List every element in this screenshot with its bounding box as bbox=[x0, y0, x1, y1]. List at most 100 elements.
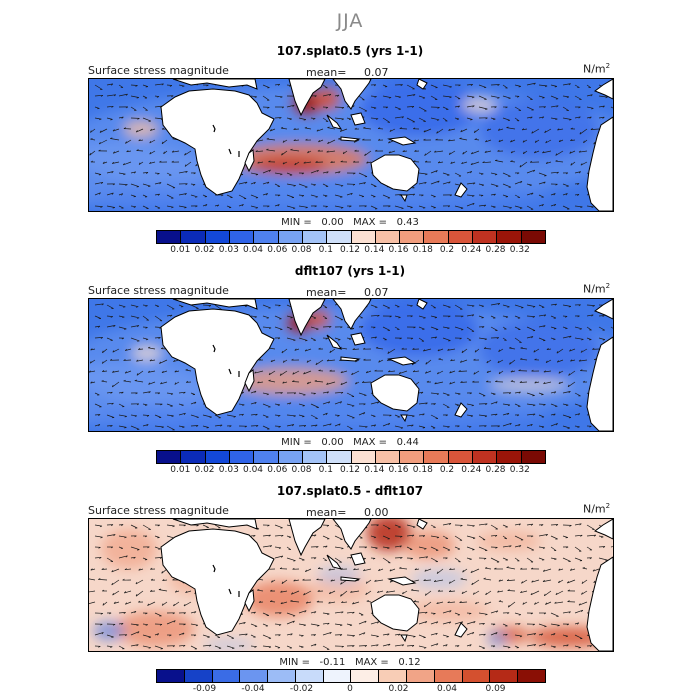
colorbar-tick-label: 0.03 bbox=[218, 465, 239, 475]
colorbar-tick-label: 0.02 bbox=[388, 684, 409, 694]
panel-1-colorbar bbox=[156, 230, 546, 244]
colorbar-swatch bbox=[518, 670, 545, 682]
panel-3-units: N/m2 bbox=[583, 502, 611, 516]
panel-3-mean-value: 0.00 bbox=[364, 506, 389, 519]
panel-2-colorbar-ticks: 0.01 0.02 0.03 0.04 0.06 0.08 0.1 0.12 0.14 0.16 0… bbox=[156, 465, 544, 477]
colorbar-tick-label: 0.01 bbox=[170, 465, 191, 475]
colorbar-swatch bbox=[473, 451, 498, 463]
colorbar-swatch bbox=[268, 670, 296, 682]
colorbar-swatch bbox=[497, 231, 522, 243]
colorbar-tick-label: 0.32 bbox=[509, 245, 530, 255]
colorbar-swatch bbox=[278, 231, 303, 243]
colorbar-swatch bbox=[521, 231, 545, 243]
colorbar-swatch bbox=[278, 451, 303, 463]
colorbar-tick-label: 0 bbox=[347, 684, 353, 694]
colorbar-swatch bbox=[379, 670, 408, 682]
colorbar-swatch bbox=[229, 451, 255, 463]
panel-1-title: 107.splat0.5 (yrs 1-1) bbox=[276, 44, 424, 58]
lake-outlines bbox=[212, 344, 240, 377]
land-masses bbox=[160, 519, 613, 651]
colorbar-tick-label: 0.24 bbox=[461, 465, 482, 475]
colorbar-swatch bbox=[327, 231, 352, 243]
panel-2-stats: MIN = 0.00 MAX = 0.44 bbox=[281, 437, 419, 448]
colorbar-swatch bbox=[184, 670, 213, 682]
colorbar-swatch bbox=[424, 451, 449, 463]
colorbar-tick-label: 0.16 bbox=[388, 465, 409, 475]
colorbar-tick-label: 0.12 bbox=[339, 245, 361, 255]
colorbar-tick-label: 0.16 bbox=[388, 245, 409, 255]
colorbar-swatch bbox=[400, 451, 425, 463]
p3-map-svg bbox=[89, 519, 613, 651]
colorbar-tick-label: 0.04 bbox=[242, 465, 264, 475]
colorbar-tick-label: 0.14 bbox=[364, 465, 385, 475]
colorbar-swatch bbox=[351, 231, 376, 243]
lake-outlines bbox=[212, 124, 240, 157]
colorbar-swatch bbox=[205, 231, 230, 243]
panel-1-mean-label: mean= bbox=[306, 66, 347, 79]
magnitude-field bbox=[93, 519, 609, 651]
lake-outlines bbox=[212, 564, 240, 597]
colorbar-tick-label: 0.02 bbox=[194, 245, 215, 255]
colorbar-swatch bbox=[327, 451, 352, 463]
colorbar-tick-label: 0.03 bbox=[218, 245, 239, 255]
colorbar-tick-label: 0.04 bbox=[242, 245, 264, 255]
colorbar-tick-label: 0.01 bbox=[170, 245, 191, 255]
colorbar-tick-label: 0.04 bbox=[436, 684, 458, 694]
panel-3-colorbar bbox=[156, 669, 546, 683]
colorbar-tick-label: 0.06 bbox=[267, 465, 288, 475]
colorbar-tick-label: -0.09 bbox=[192, 684, 217, 694]
colorbar-swatch bbox=[490, 670, 519, 682]
colorbar-swatch bbox=[302, 231, 328, 243]
colorbar-tick-label: 0.28 bbox=[485, 465, 506, 475]
magnitude-field bbox=[89, 81, 613, 211]
colorbar-tick-label: 0.02 bbox=[194, 465, 215, 475]
panel-3-map bbox=[88, 518, 614, 652]
colorbar-tick-label: 0.12 bbox=[339, 465, 361, 475]
colorbar-tick-label: 0.09 bbox=[485, 684, 506, 694]
panel-1-units: N/m2 bbox=[583, 62, 611, 76]
panel-2-colorbar bbox=[156, 450, 546, 464]
panel-2-mean-value: 0.07 bbox=[364, 286, 389, 299]
colorbar-tick-label: -0.02 bbox=[289, 684, 314, 694]
panel-3-colorbar-ticks: -0.09 -0.04 -0.02 0 0.02 0.04 0.09 bbox=[156, 684, 544, 696]
panel-2-field-label: Surface stress magnitude bbox=[88, 284, 229, 297]
panel-1-map bbox=[88, 78, 614, 212]
land-masses bbox=[160, 299, 613, 431]
colorbar-swatch bbox=[448, 231, 474, 243]
colorbar-tick-label: 0.24 bbox=[461, 245, 482, 255]
colorbar-tick-label: 0.14 bbox=[364, 245, 385, 255]
panel-2-units: N/m2 bbox=[583, 282, 611, 296]
panel-3-title: 107.splat0.5 - dflt107 bbox=[276, 484, 424, 498]
colorbar-tick-label: 0.32 bbox=[509, 465, 530, 475]
colorbar-swatch bbox=[375, 231, 401, 243]
colorbar-swatch bbox=[205, 451, 230, 463]
colorbar-tick-label: 0.18 bbox=[412, 245, 433, 255]
colorbar-swatch bbox=[157, 670, 185, 682]
colorbar-swatch bbox=[473, 231, 498, 243]
colorbar-tick-label: 0.1 bbox=[318, 465, 333, 475]
colorbar-tick-label: 0.2 bbox=[439, 245, 455, 255]
panel-2-title: dflt107 (yrs 1-1) bbox=[294, 264, 406, 278]
colorbar-tick-label: 0.08 bbox=[291, 245, 312, 255]
colorbar-swatch bbox=[302, 451, 328, 463]
colorbar-tick-label: 0.1 bbox=[318, 245, 333, 255]
panel-3-field-label: Surface stress magnitude bbox=[88, 504, 229, 517]
colorbar-swatch bbox=[497, 451, 522, 463]
colorbar-swatch bbox=[424, 231, 449, 243]
colorbar-tick-label: 0.18 bbox=[412, 465, 433, 475]
colorbar-tick-label: 0.28 bbox=[485, 245, 506, 255]
colorbar-swatch bbox=[229, 231, 255, 243]
colorbar-swatch bbox=[434, 670, 463, 682]
colorbar-swatch bbox=[323, 670, 352, 682]
colorbar-swatch bbox=[407, 670, 435, 682]
land-masses bbox=[160, 79, 613, 211]
colorbar-swatch bbox=[295, 670, 324, 682]
colorbar-swatch bbox=[521, 451, 545, 463]
colorbar-swatch bbox=[240, 670, 269, 682]
colorbar-swatch bbox=[181, 451, 206, 463]
panel-2-mean-label: mean= bbox=[306, 286, 347, 299]
colorbar-swatch bbox=[375, 451, 401, 463]
colorbar-swatch bbox=[254, 451, 279, 463]
colorbar-tick-label: 0.06 bbox=[267, 245, 288, 255]
panel-1-mean-value: 0.07 bbox=[364, 66, 389, 79]
